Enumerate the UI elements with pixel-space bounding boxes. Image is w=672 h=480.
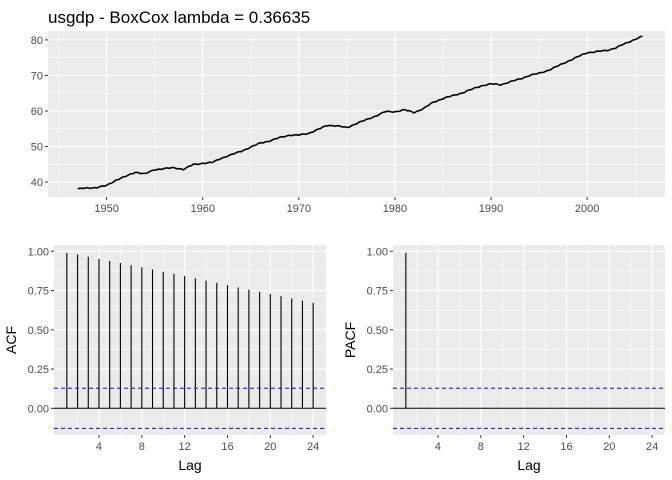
pacf-y-tick-label: 1.00 xyxy=(367,246,388,258)
acf-panel-background xyxy=(54,245,326,435)
pacf-x-ticks: 4 8 12 16 20 24 xyxy=(435,435,658,453)
acf-y-ticks: 0.00 0.25 0.50 0.75 1.00 xyxy=(28,246,54,415)
pacf-confidence-lines xyxy=(393,387,665,429)
time-series-x-ticks: 1950 1960 1970 1980 1990 2000 xyxy=(94,197,599,215)
acf-y-tick-label: 0.75 xyxy=(28,286,49,298)
time-series-y-ticks: 40 50 60 70 80 xyxy=(31,35,48,189)
pacf-y-axis-label: PACF xyxy=(342,322,358,358)
acf-y-tick-label: 0.25 xyxy=(28,364,49,376)
pacf-y-tick-label: 0.75 xyxy=(367,286,388,298)
top-x-tick-label: 1970 xyxy=(287,203,311,215)
top-x-tick-label: 1990 xyxy=(479,203,503,215)
top-x-tick-label: 2000 xyxy=(575,203,599,215)
pacf-x-axis-label: Lag xyxy=(517,457,540,473)
chart-title: usgdp - BoxCox lambda = 0.36635 xyxy=(48,8,310,27)
time-series-panel: 1950 1960 1970 1980 1990 2000 40 50 60 70 80 xyxy=(31,31,665,215)
acf-y-tick-label: 0.00 xyxy=(28,403,49,415)
top-y-tick-label: 70 xyxy=(31,70,43,82)
acf-y-tick-label: 1.00 xyxy=(28,246,49,258)
acf-x-tick-label: 12 xyxy=(179,441,191,453)
acf-x-tick-label: 24 xyxy=(307,441,319,453)
pacf-x-tick-label: 16 xyxy=(560,441,572,453)
pacf-x-tick-label: 12 xyxy=(518,441,530,453)
acf-panel: 4 8 12 16 20 24 0.00 0.25 0.50 0.75 1.00 Lag ACF xyxy=(3,245,326,473)
top-x-tick-label: 1960 xyxy=(190,203,214,215)
time-series-panel-background xyxy=(48,31,665,197)
time-series-grid xyxy=(48,31,665,197)
acf-y-tick-label: 0.50 xyxy=(28,325,49,337)
acf-x-axis-label: Lag xyxy=(178,457,201,473)
pacf-panel: 4 8 12 16 20 24 0.00 0.25 0.50 0.75 1.00 Lag PACF xyxy=(342,245,665,473)
pacf-y-tick-label: 0.50 xyxy=(367,325,388,337)
top-y-tick-label: 80 xyxy=(31,35,43,47)
pacf-x-tick-label: 8 xyxy=(478,441,484,453)
acf-x-ticks: 4 8 12 16 20 24 xyxy=(96,435,319,453)
gdp-series-line xyxy=(77,35,643,190)
pacf-y-ticks: 0.00 0.25 0.50 0.75 1.00 xyxy=(367,246,393,415)
acf-x-tick-label: 8 xyxy=(139,441,145,453)
acf-x-tick-label: 4 xyxy=(96,441,102,453)
top-y-tick-label: 50 xyxy=(31,142,43,154)
pacf-bars xyxy=(393,252,665,409)
pacf-y-tick-label: 0.00 xyxy=(367,403,388,415)
pacf-x-tick-label: 24 xyxy=(646,441,658,453)
acf-x-tick-label: 20 xyxy=(264,441,276,453)
pacf-x-tick-label: 4 xyxy=(435,441,441,453)
top-x-tick-label: 1950 xyxy=(94,203,118,215)
acf-bars xyxy=(54,252,326,409)
acf-x-tick-label: 16 xyxy=(221,441,233,453)
top-y-tick-label: 60 xyxy=(31,106,43,118)
top-y-tick-label: 40 xyxy=(31,177,43,189)
acf-confidence-lines xyxy=(54,387,326,429)
acf-y-axis-label: ACF xyxy=(3,326,19,354)
top-x-tick-label: 1980 xyxy=(383,203,407,215)
pacf-x-tick-label: 20 xyxy=(603,441,615,453)
pacf-y-tick-label: 0.25 xyxy=(367,364,388,376)
pacf-panel-background xyxy=(393,245,665,435)
